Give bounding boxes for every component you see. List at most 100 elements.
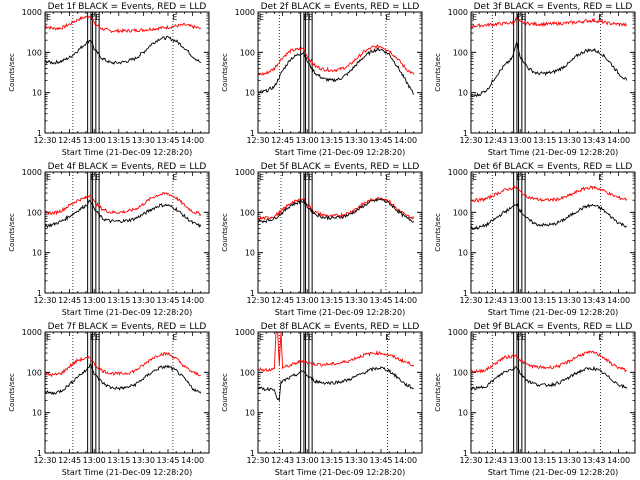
marker-label-e: E [472,333,477,342]
x-tick-label: 13:15 [320,456,343,465]
x-tick-label: 13:30 [345,456,368,465]
x-tick-label: 12:45 [58,136,81,145]
x-tick-label: 12:30 [246,296,269,305]
y-tick-label: 10 [245,409,255,418]
marker-label-e: E [303,173,308,182]
marker-label-e: E [259,173,264,182]
x-tick-label: 13:15 [533,456,556,465]
panel-title: Det 4f BLACK = Events, RED = LLD [48,162,207,172]
x-axis-label: Start Time (21-Dec-09 12:28:20) [62,468,193,477]
panel-title: Det 2f BLACK = Events, RED = LLD [261,2,420,12]
y-tick-label: 1000 [448,8,468,17]
y-tick-label: 100 [27,208,42,217]
x-axis-label: Start Time (21-Dec-09 12:28:20) [62,308,193,317]
x-tick-label: 13:15 [533,136,556,145]
x-tick-label: 13:00 [83,296,106,305]
y-tick-label: 1000 [448,168,468,177]
x-tick-label: 13:43 [582,296,605,305]
x-axis-label: Start Time (21-Dec-09 12:28:20) [488,308,619,317]
x-tick-label: 12:30 [33,456,56,465]
y-tick-label: 10 [245,249,255,258]
x-tick-label: 13:43 [582,136,605,145]
y-tick-label: 10 [32,409,42,418]
panel-det-2: Det 2f BLACK = Events, RED = LLD Counts/s… [221,2,423,157]
panel-title: Det 7f BLACK = Events, RED = LLD [48,322,207,332]
x-tick-label: 13:30 [558,136,581,145]
y-axis-label: Counts/sec [8,373,16,412]
x-tick-label: 13:00 [296,136,319,145]
series-lld-line [258,44,415,76]
x-axis-label: Start Time (21-Dec-09 12:28:20) [488,148,619,157]
x-tick-label: 13:15 [533,296,556,305]
marker-label-e: E [385,333,390,342]
x-tick-label: 12:30 [33,296,56,305]
x-tick-label: 13:30 [345,136,368,145]
marker-label-e: E [95,333,100,342]
x-tick-label: 13:15 [107,456,130,465]
marker-label-e: E [46,173,51,182]
marker-label-e: E [90,13,95,22]
y-tick-label: 1000 [22,8,42,17]
x-tick-label: 12:43 [271,456,294,465]
y-tick-label: 1000 [235,328,255,337]
x-tick-label: 12:30 [459,136,482,145]
plot-frame [257,331,423,454]
y-tick-label: 1 [250,289,255,298]
series-events-line [45,35,202,66]
x-tick-label: 13:15 [320,296,343,305]
panel-title: Det 5f BLACK = Events, RED = LLD [261,162,420,172]
x-tick-label: 14:00 [181,456,204,465]
y-tick-label: 100 [240,368,255,377]
marker-label-e: E [46,333,51,342]
y-tick-label: 1000 [235,8,255,17]
x-tick-label: 14:00 [607,296,630,305]
x-tick-label: 12:45 [58,456,81,465]
marker-label-e: E [598,173,603,182]
x-tick-label: 13:15 [107,136,130,145]
y-tick-label: 10 [32,249,42,258]
marker-label-e: E [385,173,390,182]
x-tick-label: 12:30 [33,136,56,145]
y-tick-label: 1 [250,129,255,138]
x-tick-label: 12:30 [459,296,482,305]
y-tick-label: 10 [32,89,42,98]
x-tick-label: 12:45 [271,136,294,145]
y-axis-label: Counts/sec [434,373,442,412]
y-tick-label: 100 [453,208,468,217]
y-tick-label: 1 [463,289,468,298]
plot-frame [257,171,423,294]
y-axis-label: Counts/sec [434,53,442,92]
plot-frame [470,11,636,134]
panel-det-3: Det 3f BLACK = Events, RED = LLD Counts/s… [434,2,636,157]
series-lld-line [471,350,627,374]
y-tick-label: 1000 [235,168,255,177]
marker-label-e: E [598,333,603,342]
panel-title: Det 8f BLACK = Events, RED = LLD [261,322,420,332]
x-tick-label: 13:45 [369,296,392,305]
x-tick-label: 13:45 [369,456,392,465]
plot-frame [470,171,636,294]
y-tick-label: 1 [463,449,468,458]
x-axis-label: Start Time (21-Dec-09 12:28:20) [275,308,406,317]
y-tick-label: 10 [458,249,468,258]
x-tick-label: 12:43 [484,296,507,305]
series-lld-line [471,17,628,29]
y-axis-label: Counts/sec [8,213,16,252]
marker-label-e: E [172,173,177,182]
x-tick-label: 14:00 [394,296,417,305]
marker-label-e: E [472,13,477,22]
x-tick-label: 13:15 [107,296,130,305]
panel-det-8: Det 8f BLACK = Events, RED = LLD Counts/s… [221,322,423,477]
x-tick-label: 13:30 [345,296,368,305]
series-events-line [45,199,202,229]
x-tick-label: 12:45 [58,296,81,305]
plot-frame [470,331,636,454]
marker-label-e: E [308,173,313,182]
marker-label-e: E [172,13,177,22]
x-tick-label: 13:00 [296,296,319,305]
panel-title: Det 3f BLACK = Events, RED = LLD [474,2,633,12]
x-tick-label: 13:45 [369,136,392,145]
x-axis-label: Start Time (21-Dec-09 12:28:20) [62,148,193,157]
y-axis-label: Counts/sec [221,53,229,92]
